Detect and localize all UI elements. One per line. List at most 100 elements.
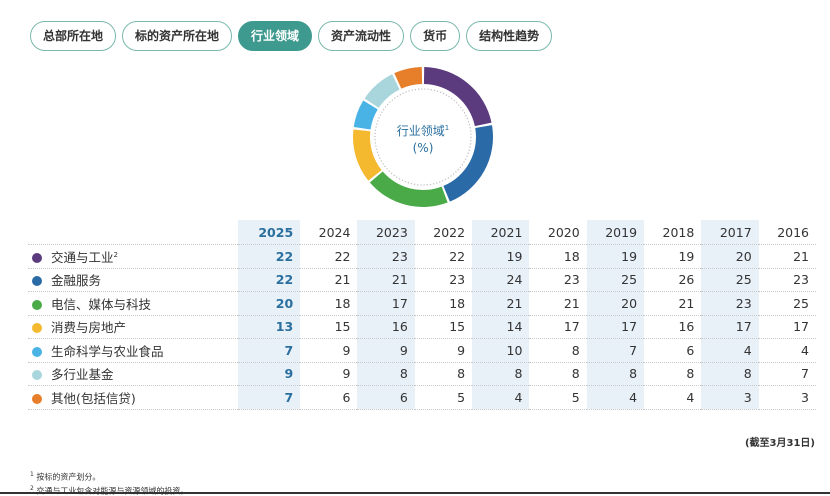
year-header-2025: 2025 bbox=[238, 220, 301, 245]
sector-name: 交通与工业2 bbox=[28, 244, 239, 268]
legend-dot bbox=[32, 252, 42, 263]
value-cell: 3 bbox=[701, 385, 759, 410]
value-cell: 8 bbox=[414, 361, 473, 386]
value-cell: 23 bbox=[758, 267, 816, 292]
value-cell: 17 bbox=[701, 314, 759, 339]
value-cell: 17 bbox=[357, 291, 415, 315]
value-cell: 10 bbox=[472, 338, 530, 362]
value-cell: 22 bbox=[414, 244, 473, 268]
footnote-2: 2 交通与工业包含对能源与资源领域的投资。 bbox=[30, 484, 189, 496]
value-cell: 22 bbox=[238, 244, 301, 268]
value-cell: 15 bbox=[300, 314, 358, 339]
donut-slice bbox=[394, 67, 423, 89]
bottom-rule bbox=[0, 492, 830, 494]
year-header-2022: 2022 bbox=[433, 224, 466, 240]
value-cell: 23 bbox=[414, 267, 473, 292]
sector-name: 其他(包括信贷) bbox=[28, 385, 239, 410]
tab-4[interactable]: 货币 bbox=[410, 21, 461, 51]
value-cell: 20 bbox=[701, 244, 759, 268]
value-cell: 17 bbox=[758, 314, 816, 339]
sector-label: 电信、媒体与科技 bbox=[51, 296, 152, 312]
sector-allocation-table: 2025 2024 2023 2022 2021 2020 2019 2018 2017 2016… bbox=[28, 220, 816, 410]
value-cell: 13 bbox=[238, 314, 301, 339]
value-cell: 8 bbox=[586, 361, 645, 386]
value-cell: 3 bbox=[758, 385, 816, 410]
value-cell: 5 bbox=[414, 385, 473, 410]
donut-title: 行业领域 bbox=[396, 124, 445, 138]
donut-unit: (%) bbox=[412, 141, 434, 155]
tab-5[interactable]: 结构性趋势 bbox=[466, 21, 553, 51]
value-cell: 24 bbox=[472, 267, 530, 292]
donut-slice bbox=[369, 171, 448, 208]
table-row: 电信、媒体与科技 20 18 17 18 21 21 20 21 23 25 bbox=[28, 291, 816, 315]
value-cell: 21 bbox=[300, 267, 358, 292]
sector-label: 金融服务 bbox=[51, 273, 102, 289]
value-cell: 17 bbox=[529, 314, 587, 339]
footnotes: 1 按标的资产划分。 2 交通与工业包含对能源与资源领域的投资。 bbox=[30, 469, 188, 496]
filter-tabs: 总部所在地 标的资产所在地 行业领域 资产流动性 货币 结构性趋势 bbox=[30, 21, 553, 53]
table-row: 金融服务 22 21 21 23 24 23 25 26 25 23 bbox=[28, 267, 816, 292]
value-cell: 8 bbox=[529, 361, 587, 386]
value-cell: 8 bbox=[701, 361, 759, 386]
year-header-2017: 2017 bbox=[701, 220, 759, 245]
sector-name: 金融服务 bbox=[28, 267, 239, 292]
tab-2[interactable]: 行业领域 bbox=[238, 21, 313, 51]
year-header-2016: 2016 bbox=[777, 224, 809, 240]
value-cell: 9 bbox=[414, 338, 473, 362]
value-cell: 20 bbox=[586, 291, 645, 315]
value-cell: 4 bbox=[586, 385, 645, 410]
value-cell: 7 bbox=[758, 361, 816, 386]
value-cell: 21 bbox=[529, 291, 587, 315]
donut-title-footnote: 1 bbox=[444, 124, 450, 132]
value-cell: 25 bbox=[586, 267, 645, 292]
value-cell: 7 bbox=[238, 338, 301, 362]
legend-dot bbox=[32, 276, 42, 287]
header-blank bbox=[28, 220, 238, 245]
tab-0[interactable]: 总部所在地 bbox=[30, 21, 117, 51]
sector-name: 电信、媒体与科技 bbox=[28, 291, 239, 315]
value-cell: 9 bbox=[300, 361, 358, 386]
value-cell: 15 bbox=[414, 314, 473, 339]
value-cell: 4 bbox=[701, 338, 759, 362]
sector-label: 多行业基金 bbox=[51, 367, 114, 383]
value-cell: 22 bbox=[238, 267, 301, 292]
value-cell: 19 bbox=[472, 244, 530, 268]
value-cell: 25 bbox=[701, 267, 759, 292]
sector-footnote-mark: 2 bbox=[113, 250, 118, 259]
value-cell: 8 bbox=[529, 338, 587, 362]
tab-3[interactable]: 资产流动性 bbox=[318, 21, 405, 51]
sector-label: 生命科学与农业食品 bbox=[51, 343, 164, 359]
value-cell: 8 bbox=[357, 361, 415, 386]
value-cell: 26 bbox=[644, 267, 702, 292]
value-cell: 18 bbox=[300, 291, 358, 315]
donut-slice bbox=[443, 125, 493, 202]
sector-name: 多行业基金 bbox=[28, 361, 239, 386]
value-cell: 14 bbox=[472, 314, 530, 339]
sector-label: 消费与房地产 bbox=[51, 320, 127, 336]
value-cell: 9 bbox=[238, 361, 301, 386]
value-cell: 7 bbox=[238, 385, 301, 410]
tab-1[interactable]: 标的资产所在地 bbox=[122, 21, 233, 51]
value-cell: 19 bbox=[644, 244, 702, 268]
year-header-2021: 2021 bbox=[472, 220, 530, 245]
year-header-2018: 2018 bbox=[662, 224, 695, 240]
value-cell: 16 bbox=[644, 314, 702, 339]
value-cell: 9 bbox=[357, 338, 415, 362]
table-row: 交通与工业2 22 22 23 22 19 18 19 19 20 21 bbox=[28, 244, 816, 268]
value-cell: 16 bbox=[357, 314, 415, 339]
value-cell: 4 bbox=[758, 338, 816, 362]
value-cell: 23 bbox=[701, 291, 759, 315]
footnote-1: 1 按标的资产划分。 bbox=[30, 471, 101, 482]
value-cell: 7 bbox=[586, 338, 645, 362]
value-cell: 4 bbox=[644, 385, 702, 410]
value-cell: 17 bbox=[586, 314, 645, 339]
donut-inner-dotted-ring bbox=[374, 88, 472, 186]
value-cell: 25 bbox=[758, 291, 816, 315]
value-cell: 23 bbox=[529, 267, 587, 292]
value-cell: 21 bbox=[644, 291, 702, 315]
year-header-2020: 2020 bbox=[547, 224, 580, 240]
sector-name: 消费与房地产 bbox=[28, 314, 239, 339]
value-cell: 23 bbox=[357, 244, 415, 268]
sector-name: 生命科学与农业食品 bbox=[28, 338, 239, 362]
sector-donut-chart bbox=[353, 67, 493, 208]
